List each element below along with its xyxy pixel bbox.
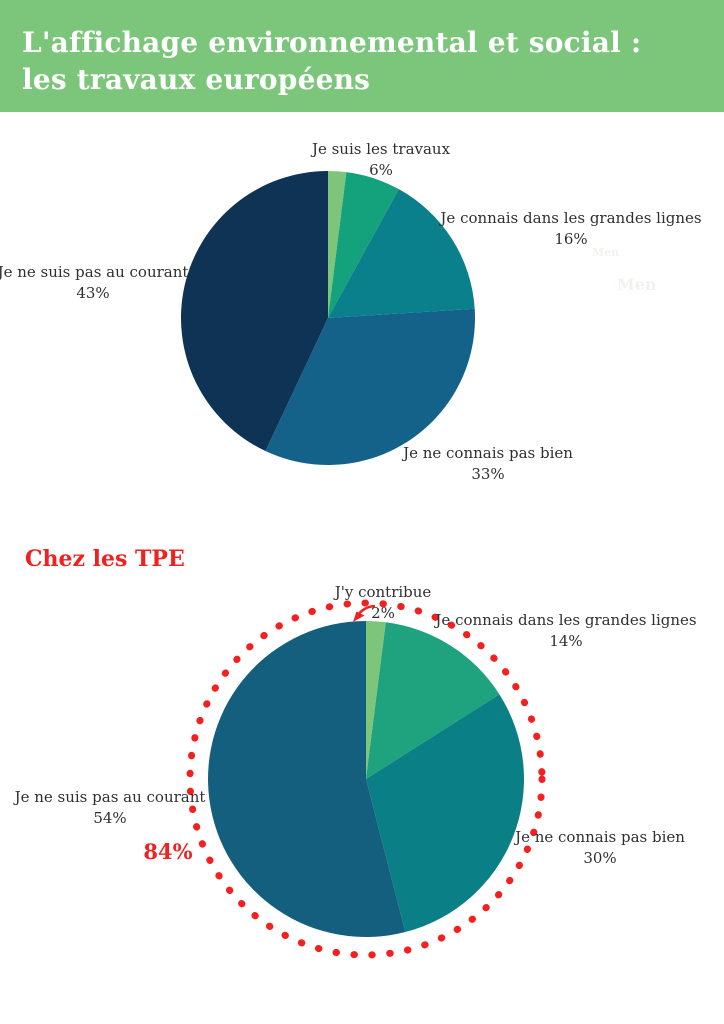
pie-chart-tpe <box>176 589 556 969</box>
pie-slice <box>366 621 386 779</box>
pie2-label-grandes-lignes: Je connais dans les grandes lignes 14% <box>435 610 696 652</box>
slice-label: Je ne suis pas au courant <box>14 788 206 806</box>
slice-value: 16% <box>554 230 588 248</box>
pie-slice <box>208 621 406 937</box>
pie-chart-general <box>168 158 488 478</box>
section-heading-chez-les-tpe: Chez les TPE <box>25 546 185 572</box>
pie1-label-je-suis-les-travaux: Je suis les travaux 6% <box>312 139 450 181</box>
callout-84pct: 84% <box>143 839 193 864</box>
slice-value: 30% <box>583 849 617 867</box>
watermark-text: Men <box>617 275 657 294</box>
slice-value: 14% <box>549 632 583 650</box>
pie-slice <box>180 171 328 452</box>
slice-value: 43% <box>76 284 110 302</box>
pie1-label-pas-au-courant: Je ne suis pas au courant 43% <box>0 262 188 304</box>
pie1-label-pas-bien: Je ne connais pas bien 33% <box>403 443 573 485</box>
red-dotted-ring <box>186 599 546 959</box>
pie-chart-general-svg <box>180 171 476 466</box>
slice-value: 6% <box>369 161 393 179</box>
pie2-label-pas-bien: Je ne connais pas bien 30% <box>515 827 685 869</box>
pie-slice <box>328 189 475 318</box>
pie-chart-tpe-svg <box>186 599 546 959</box>
slice-value: 54% <box>93 809 127 827</box>
watermark-text: Men <box>592 246 620 259</box>
pie-slice <box>328 172 399 318</box>
pie-slice <box>328 171 347 318</box>
pie2-label-pas-au-courant: Je ne suis pas au courant 54% <box>15 787 206 829</box>
pie-slice <box>366 694 524 933</box>
pie-slice <box>366 622 500 779</box>
arrow-to-2pct-icon <box>353 604 376 622</box>
slice-value: 2% <box>371 604 395 622</box>
page-title-line1: L'affichage environnemental et social : <box>22 26 642 59</box>
slice-label: Je ne suis pas au courant <box>0 263 189 281</box>
header-banner: L'affichage environnemental et social : … <box>0 0 724 112</box>
pie2-label-jy-contribue: J'y contribue 2% <box>335 582 432 624</box>
page-title-line2: les travaux européens <box>22 63 371 96</box>
slice-label: Je ne connais pas bien <box>403 444 573 462</box>
slice-label: Je connais dans les grandes lignes <box>440 209 702 227</box>
slice-value: 33% <box>471 465 505 483</box>
slice-label: Je suis les travaux <box>311 140 451 158</box>
slice-label: Je ne connais pas bien <box>515 828 685 846</box>
slice-label: J'y contribue <box>334 583 432 601</box>
pie-slice <box>265 308 476 466</box>
pie1-label-grandes-lignes: Je connais dans les grandes lignes 16% <box>440 208 701 250</box>
slice-label: Je connais dans les grandes lignes <box>435 611 697 629</box>
